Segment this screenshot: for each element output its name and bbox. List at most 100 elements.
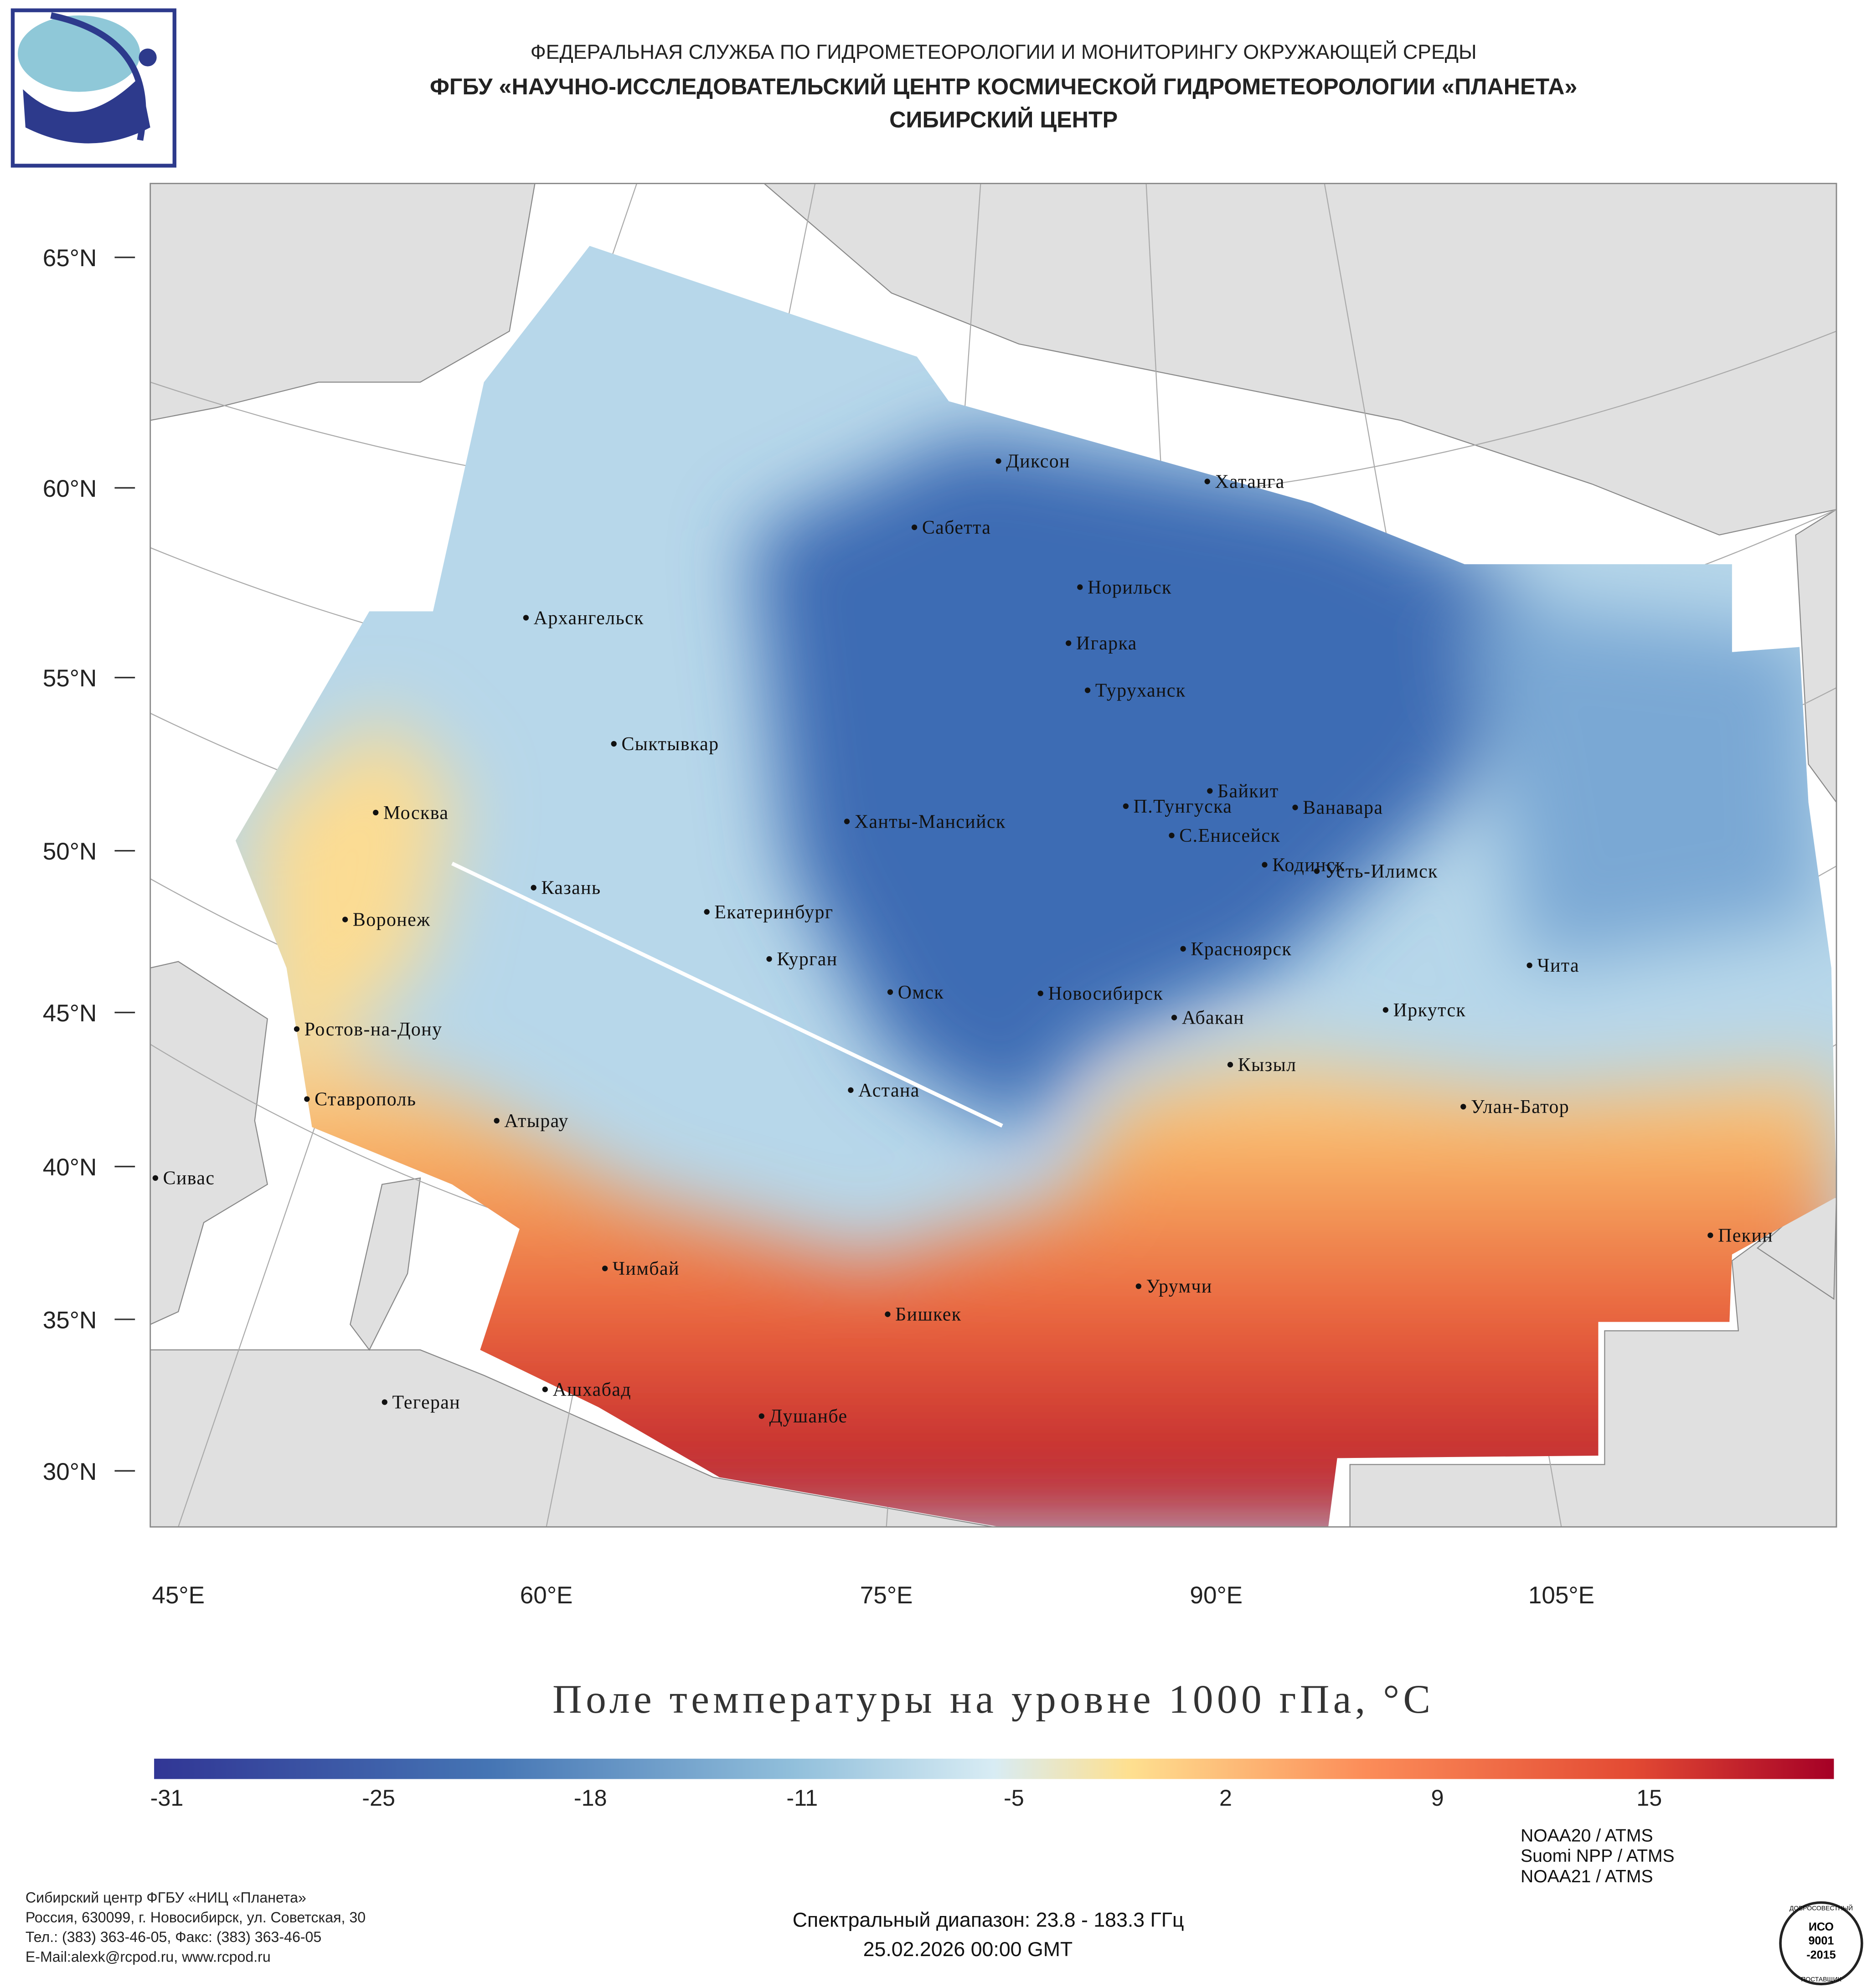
colorbar-tick-label: 2 — [1219, 1785, 1232, 1811]
city-label: Пекин — [1718, 1225, 1773, 1246]
city-label: Ставрополь — [315, 1089, 416, 1110]
city-dot — [1077, 584, 1083, 590]
city-dot — [704, 909, 710, 915]
lon-label: 75°E — [860, 1582, 913, 1609]
city-label: Кызыл — [1238, 1055, 1297, 1076]
city-dot — [304, 1096, 310, 1102]
logo — [10, 8, 176, 168]
city-label: Ханты-Мансийск — [855, 811, 1006, 832]
iso-badge: ДОБРОСОВЕСТНЫЙ ИСО 9001 -2015 ПОСТАВЩИК — [1779, 1901, 1863, 1986]
city-label: Воронеж — [353, 910, 431, 931]
address-line: Тел.: (383) 363-46-05, Факс: (383) 363-4… — [26, 1929, 321, 1945]
lat-label: 60°N — [43, 475, 97, 502]
city-dot — [1382, 1007, 1389, 1013]
map-frame — [150, 183, 1837, 1528]
iso-number: 9001 — [1808, 1935, 1834, 1947]
city-dot — [848, 1087, 854, 1093]
city-dot — [542, 1386, 548, 1392]
colorbar-tick-label: -18 — [574, 1785, 607, 1811]
lon-label: 60°E — [520, 1582, 573, 1609]
city-label: Абакан — [1182, 1008, 1244, 1029]
address-line: Россия, 630099, г. Новосибирск, ул. Сове… — [26, 1909, 366, 1926]
datetime: 25.02.2026 00:00 GMT — [863, 1938, 1073, 1961]
city-dot — [887, 989, 893, 995]
iso-bottom: ПОСТАВЩИК — [1801, 1976, 1841, 1983]
lat-label: 35°N — [43, 1307, 97, 1334]
city-label: Хатанга — [1215, 471, 1284, 492]
city-label: Тегеран — [392, 1392, 461, 1413]
city-label: Душанбе — [769, 1406, 848, 1427]
city-label: Красноярск — [1191, 939, 1292, 960]
city-label: Астана — [858, 1080, 920, 1101]
city-label: Омск — [898, 982, 944, 1003]
city-dot — [1204, 479, 1210, 484]
sensor: Suomi NPP / ATMS — [1521, 1846, 1675, 1866]
land — [150, 183, 1836, 1527]
colorbar-tick-label: 15 — [1636, 1785, 1662, 1811]
city-dot — [995, 458, 1001, 464]
city-label: Сабетта — [922, 517, 991, 538]
city-dot — [885, 1311, 891, 1317]
cities: Диксон Хатанга Сабетта Норильск Архангельск И… — [152, 451, 1773, 1427]
iso-year: -2015 — [1806, 1948, 1836, 1961]
city-dot — [911, 524, 918, 530]
city-label: Чита — [1537, 955, 1579, 976]
colorbar-tick-label: -25 — [362, 1785, 395, 1811]
city-dot — [1707, 1232, 1713, 1238]
iso-top: ДОБРОСОВЕСТНЫЙ — [1790, 1904, 1853, 1911]
city-label: Урумчи — [1146, 1276, 1212, 1297]
axes: 65°N 60°N 55°N 50°N 45°N 40°N 35°N 30°N 45°E 60°E… — [43, 245, 1594, 1609]
spectral-range: Спектральный диапазон: 23.8 - 183.3 ГГц — [793, 1909, 1184, 1931]
city-dot — [1207, 788, 1213, 794]
address: Сибирский центр ФГБУ «НИЦ «Планета» Росси… — [26, 1890, 366, 1965]
lat-label: 45°N — [43, 1000, 97, 1027]
lat-label: 30°N — [43, 1458, 97, 1485]
city-label: Усть-Илимск — [1325, 861, 1438, 882]
city-label: Сыктывкар — [621, 734, 719, 755]
city-label: Байкит — [1217, 781, 1279, 802]
city-dot — [1180, 946, 1186, 952]
city-dot — [1037, 990, 1043, 996]
city-label: Екатеринбург — [714, 902, 833, 923]
city-dot — [1171, 1015, 1177, 1020]
city-label: Диксон — [1006, 451, 1070, 472]
city-label: Ростов-на-Дону — [304, 1019, 443, 1040]
institute: ФГБУ «НАУЧНО-ИССЛЕДОВАТЕЛЬСКИЙ ЦЕНТР КОС… — [430, 73, 1577, 99]
city-dot — [1227, 1061, 1233, 1068]
lon-label: 105°E — [1528, 1582, 1594, 1609]
city-dot — [382, 1399, 387, 1405]
lat-label: 50°N — [43, 838, 97, 865]
city-dot — [1084, 687, 1091, 693]
city-label: Атырау — [504, 1111, 568, 1132]
city-dot — [1169, 833, 1175, 839]
city-label: Казань — [541, 878, 601, 899]
city-label: С.Енисейск — [1179, 825, 1280, 846]
sensor: NOAA21 / ATMS — [1521, 1867, 1653, 1886]
city-dot — [1314, 868, 1320, 874]
colorbar — [154, 1758, 1834, 1779]
city-dot — [1135, 1283, 1141, 1289]
colorbar-tick-label: 9 — [1431, 1785, 1444, 1811]
city-dot — [1527, 962, 1532, 968]
lat-label: 65°N — [43, 245, 97, 272]
city-dot — [494, 1118, 500, 1124]
city-dot — [1292, 804, 1298, 810]
lat-label: 40°N — [43, 1154, 97, 1181]
address-line: Сибирский центр ФГБУ «НИЦ «Планета» — [26, 1890, 306, 1906]
city-label: Ашхабад — [553, 1380, 632, 1401]
colorbar-tick-label: -11 — [786, 1785, 818, 1811]
city-dot — [1066, 640, 1072, 646]
city-label: Норильск — [1088, 577, 1172, 598]
center: СИБИРСКИЙ ЦЕНТР — [889, 107, 1118, 133]
city-dot — [766, 956, 772, 962]
city-dot — [1123, 803, 1129, 809]
colorbar-ticks: -31 -25 -18 -11 -5 2 9 15 — [150, 1785, 1662, 1811]
city-label: Москва — [383, 803, 449, 824]
city-label: Новосибирск — [1048, 984, 1163, 1004]
city-dot — [523, 615, 529, 621]
agency: ФЕДЕРАЛЬНАЯ СЛУЖБА ПО ГИДРОМЕТЕОРОЛОГИИ … — [531, 40, 1477, 63]
city-label: Архангельск — [534, 608, 644, 628]
city-label: Иркутск — [1393, 1000, 1466, 1021]
